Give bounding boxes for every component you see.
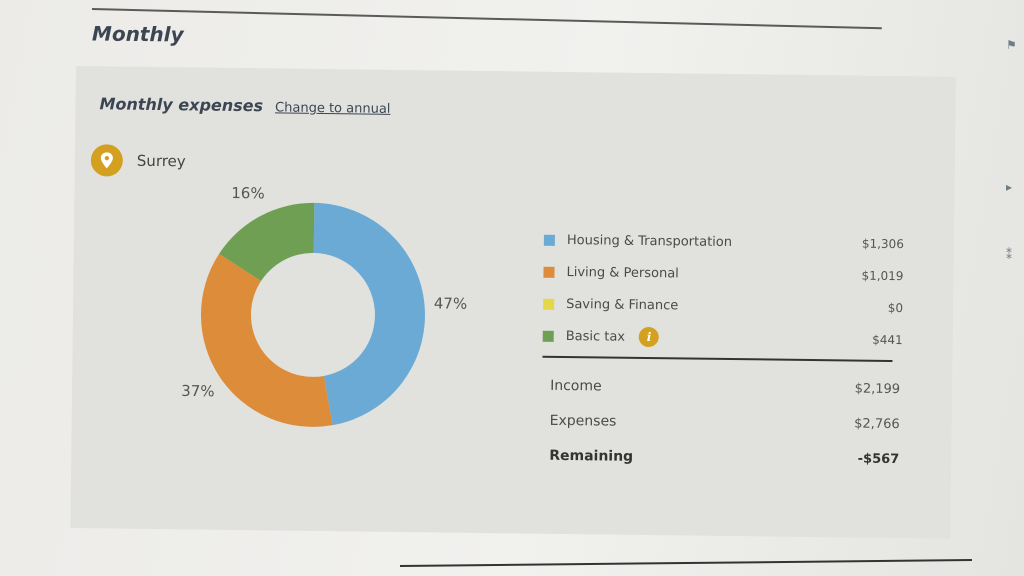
expenses-row: Expenses $2,766 <box>549 403 900 442</box>
panel-title: Monthly expenses <box>99 94 264 116</box>
remaining-row: Remaining -$567 <box>549 438 899 477</box>
income-value: $2,199 <box>854 381 901 398</box>
expenses-label: Expenses <box>549 412 617 430</box>
donut-slice-living <box>201 253 333 427</box>
remaining-value: -$567 <box>857 451 900 468</box>
data-label-housing: 47% <box>434 294 468 312</box>
legend-value: $1,019 <box>861 268 904 284</box>
legend-label: Housing & Transportation <box>566 232 733 250</box>
arrow-right-icon: ▸ <box>1006 180 1013 194</box>
change-to-annual-link[interactable]: Change to annual <box>275 100 391 117</box>
expenses-donut-chart: 47% 37% 16% <box>181 184 468 427</box>
donut-slice-basic-tax <box>219 202 315 282</box>
legend-value: $1,306 <box>861 236 904 252</box>
saving-swatch <box>543 298 555 310</box>
expenses-value: $2,766 <box>854 416 900 433</box>
data-label-basic-tax: 16% <box>231 184 265 202</box>
legend-label: Saving & Finance <box>566 296 679 313</box>
remaining-label: Remaining <box>549 447 634 465</box>
legend-value: $441 <box>872 332 903 348</box>
legend-label: Basic tax <box>565 328 626 345</box>
summary-divider <box>542 355 893 362</box>
income-row: Income $2,199 <box>550 368 900 407</box>
basic-tax-swatch <box>542 330 554 342</box>
monthly-expenses-panel: Monthly expenses Change to annual Surrey… <box>70 66 956 539</box>
panel-header: Monthly expenses Change to annual <box>99 94 390 117</box>
section-title: Monthly <box>91 21 184 47</box>
budget-summary: Income $2,199 Expenses $2,766 Remaining … <box>549 368 900 477</box>
legend-item-housing: Housing & Transportation $1,306 <box>543 224 904 260</box>
legend-label: Living & Personal <box>566 264 679 281</box>
donut-slice-housing <box>313 202 425 426</box>
housing-swatch <box>543 234 555 246</box>
info-icon[interactable]: i <box>638 326 660 348</box>
data-label-living: 37% <box>181 382 215 400</box>
margin-marks: ⚑ ▸ ⁑ <box>1006 30 1024 270</box>
legend-item-saving: Saving & Finance $0 <box>543 288 903 324</box>
mark-icon: ⁑ <box>1006 248 1012 262</box>
location-indicator: Surrey <box>90 144 186 177</box>
flag-icon: ⚑ <box>1006 38 1017 52</box>
living-swatch <box>543 266 555 278</box>
legend-item-basic-tax: Basic tax i $441 <box>542 320 903 356</box>
location-name: Surrey <box>136 151 186 171</box>
income-label: Income <box>550 377 602 394</box>
location-pin-icon <box>90 144 124 177</box>
chart-legend: Housing & Transportation $1,306 Living &… <box>542 224 905 356</box>
legend-value: $0 <box>887 300 904 316</box>
legend-item-living: Living & Personal $1,019 <box>543 256 904 292</box>
